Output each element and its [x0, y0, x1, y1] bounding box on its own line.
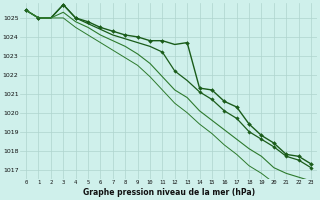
- X-axis label: Graphe pression niveau de la mer (hPa): Graphe pression niveau de la mer (hPa): [83, 188, 255, 197]
